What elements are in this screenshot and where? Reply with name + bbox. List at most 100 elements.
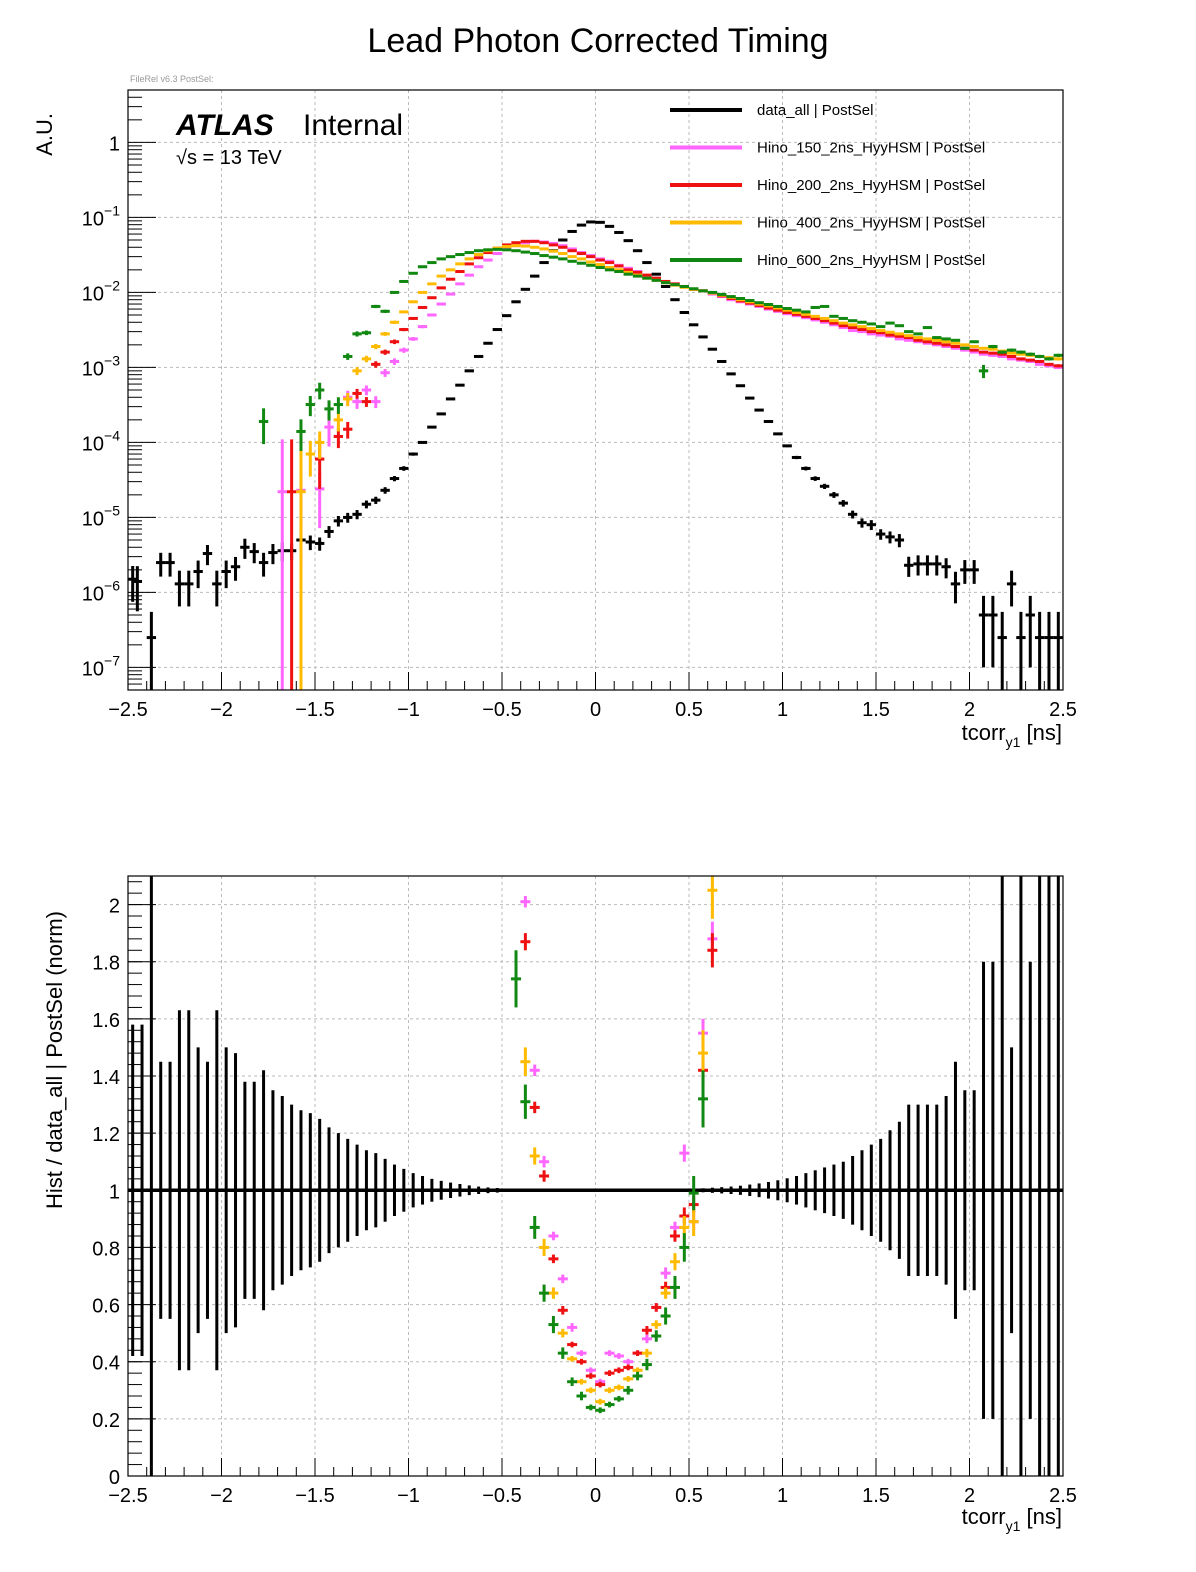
top-data-point [483,248,493,252]
top-data-point [913,332,923,336]
bottom-series-3 [511,950,709,1414]
top-data-point [651,276,661,280]
bottom-data-point [557,1274,568,1284]
top-data-point [417,440,428,444]
top-data-point [894,324,905,328]
top-data-point [473,256,484,260]
top-data-point [689,287,699,291]
top-data-point [969,560,979,584]
top-data-point [445,292,456,296]
top-data-point [763,306,774,310]
top-data-point [361,397,372,407]
top-y-axis-label: A.U. [32,113,57,156]
top-data-point [436,302,446,306]
top-data-point [857,320,867,324]
top-data-point [473,265,484,269]
top-data-point [876,333,886,337]
top-data-point [660,281,671,285]
top-data-point [717,292,727,296]
top-data-point [791,310,802,314]
top-data-point [361,330,372,336]
atlas-label: ATLAS [175,109,274,142]
top-data-point [707,290,718,294]
bottom-data-point [520,896,531,908]
bottom-data-point [688,1207,699,1236]
top-data-point [502,248,512,252]
top-data-point [904,338,914,342]
top-data-point [978,364,989,379]
top-data-point [894,334,905,338]
top-data-point [502,244,512,248]
top-data-point [595,265,605,269]
top-data-point [427,261,437,265]
top-data-point [352,510,362,520]
bottom-x-tick-labels: −2.5 −2 −1.5 −1 −0.5 0 0.5 1 1.5 2 2.5 [108,1485,1077,1507]
top-data-point [408,316,418,320]
bottom-x-tick-label: −2.5 [108,1485,147,1507]
top-data-point [1016,350,1026,354]
top-y-tick-label: 10−2 [82,277,120,305]
top-data-point [876,529,886,540]
top-y-tick-label: 1 [109,133,120,155]
top-data-point [791,455,802,460]
top-data-point [473,354,484,358]
top-data-point [1006,354,1017,358]
top-y-tick-label: 10−1 [82,202,120,230]
top-data-point [885,321,895,325]
top-data-point [174,570,185,607]
top-data-point [221,560,231,589]
top-data-point [427,296,437,300]
bottom-y-tick-label: 0.8 [92,1238,120,1260]
top-data-point [894,534,905,548]
top-data-point [576,252,587,256]
top-data-point [343,393,353,407]
top-data-point [1044,611,1054,690]
bottom-data-point [613,1367,624,1374]
top-data-point [399,466,409,471]
top-data-point [1006,570,1017,607]
bottom-data-point [557,1306,568,1315]
top-data-point [997,611,1007,690]
top-data-point [427,282,437,286]
top-data-point [455,253,465,257]
top-data-point [333,411,344,432]
top-data-point [941,343,951,347]
top-data-point [595,258,605,262]
top-data-point [941,337,951,341]
bottom-y-tick-label: 0.6 [92,1296,120,1318]
bottom-data-point [613,1353,624,1359]
top-data-point [623,270,633,274]
top-data-point [530,252,540,256]
top-data-point [483,251,493,255]
top-data-point [361,355,372,363]
top-data-point [258,408,269,445]
bottom-data-point [576,1391,587,1401]
bottom-data-point [660,1307,671,1325]
bottom-data-point [698,1070,709,1128]
top-data-point [642,273,652,277]
top-data-point [1044,362,1054,366]
top-data-point [922,340,933,344]
top-data-point [950,341,961,345]
bottom-data-point [679,1144,690,1162]
top-data-point [333,516,344,527]
legend-entry: Hino_150_2ns_HyyHSM | PostSel [670,140,985,157]
top-data-point [623,268,633,272]
top-data-point [866,330,876,334]
top-data-point [754,408,764,412]
top-data-point [866,520,876,530]
top-data-point [464,251,474,255]
bottom-x-tick-label: 0.5 [675,1485,703,1507]
top-x-tick-label: 0.5 [675,699,703,721]
top-data-point [389,476,400,482]
top-data-point [305,440,315,477]
top-data-point [988,347,998,351]
bottom-data-point [623,1376,634,1382]
top-data-point [679,284,689,288]
top-data-point [464,273,474,277]
top-data-point [212,570,222,607]
top-y-tick-label: 10−3 [82,352,120,380]
bottom-y-tick-label: 0.2 [92,1410,120,1432]
top-data-point [1016,611,1026,690]
top-x-tick-label: 1 [777,699,788,721]
